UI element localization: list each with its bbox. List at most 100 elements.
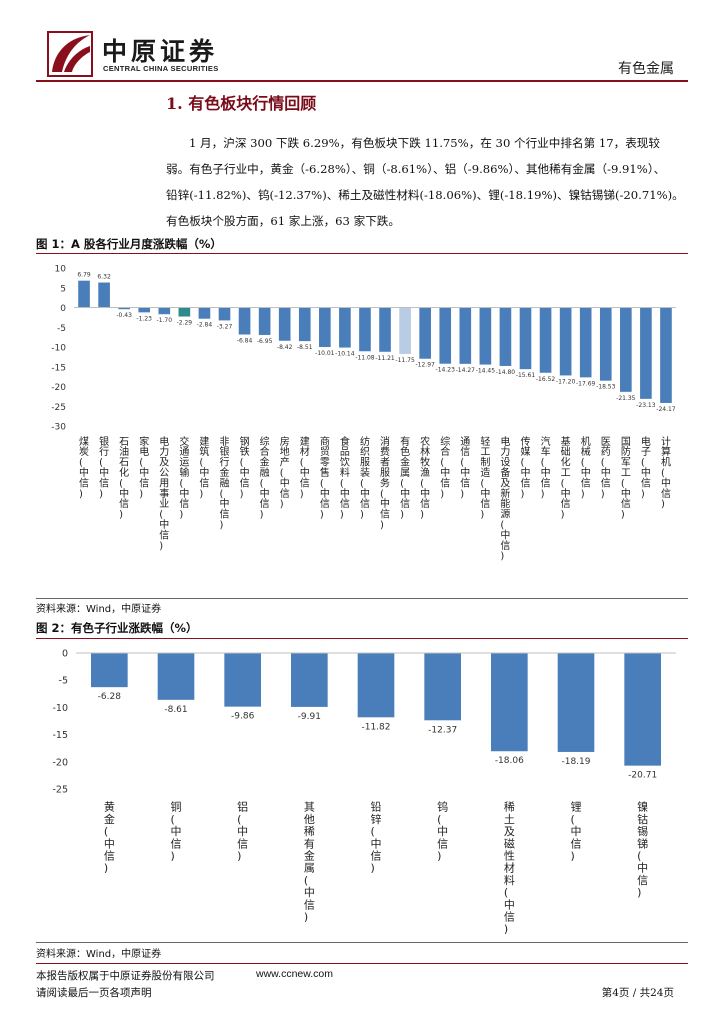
- data-label: -1.70: [157, 317, 173, 324]
- category-label: 食品饮料(中信): [340, 435, 350, 521]
- category-label: 商贸零售(中信): [320, 435, 330, 521]
- industry-monthly-change-chart: 10 5 0 -5 -10 -15 -20 -25 -30 6.79 煤炭(中信) 6.32 银行(中信…: [51, 265, 676, 562]
- category-label: 通信(中信): [460, 436, 470, 500]
- y-tick-label: -5: [57, 324, 66, 334]
- bar: [91, 653, 128, 688]
- bar: [178, 307, 191, 317]
- bar: [359, 307, 371, 352]
- bar: [557, 653, 595, 752]
- y-tick-label: -5: [59, 676, 68, 687]
- data-label: -14.27: [456, 367, 476, 374]
- data-label: -0.43: [116, 312, 132, 319]
- header-divider: [36, 80, 688, 82]
- category-label: 黄金(中信): [104, 800, 115, 875]
- bar: [424, 653, 461, 721]
- y-tick-label: -20: [52, 757, 68, 768]
- bar: [278, 307, 291, 341]
- bar: [98, 282, 110, 308]
- bar: [138, 307, 151, 313]
- category-label: 农林牧渔(中信): [420, 435, 430, 521]
- category-label: 汽车(中信): [541, 435, 551, 500]
- bar: [539, 307, 552, 373]
- category-label: 银行(中信): [99, 435, 109, 500]
- data-label: -1.23: [136, 315, 152, 322]
- data-label: -8.61: [164, 705, 187, 715]
- figure2-title: 图 2：有色子行业涨跌幅（%）: [36, 621, 198, 635]
- category-label: 铝(中信): [237, 800, 248, 863]
- y-tick-label: 0: [62, 649, 68, 660]
- footer-divider: [36, 963, 688, 964]
- category-label: 基础化工(中信): [561, 435, 571, 521]
- bar: [419, 307, 431, 359]
- y-tick-label: 10: [55, 265, 67, 275]
- data-label: -18.06: [495, 756, 524, 766]
- category-label: 建筑(中信): [199, 435, 209, 500]
- figure1-title: 图 1：A 股各行业月度涨跌幅（%）: [36, 237, 222, 251]
- data-label: -23.13: [636, 402, 656, 409]
- data-label: -12.97: [415, 362, 435, 369]
- data-label: -24.17: [656, 406, 676, 413]
- intro-line: 有色板块个股方面，61 家上涨，63 家下跌。: [166, 214, 400, 228]
- bar: [157, 653, 195, 700]
- data-label: -11.21: [375, 355, 395, 362]
- bar: [660, 307, 672, 403]
- intro-line: 弱。有色子行业中，黄金（-6.28%）、铜（-8.61%）、铝（-9.86%）、…: [166, 162, 666, 176]
- bar: [459, 307, 472, 364]
- bar: [158, 307, 171, 315]
- data-label: -6.95: [257, 338, 273, 345]
- logo-mark-icon: [47, 31, 93, 77]
- logo-text-cn: 中原证券: [102, 37, 219, 66]
- category-label: 传媒(中信): [521, 436, 531, 500]
- category-label: 机械(中信): [581, 435, 591, 500]
- category-label: 医药(中信): [601, 436, 611, 500]
- y-tick-label: -25: [52, 785, 68, 796]
- category-label: 钨(中信): [437, 801, 448, 863]
- category-label: 电子(中信): [641, 435, 651, 500]
- y-tick-label: 0: [60, 304, 66, 314]
- bar: [559, 307, 572, 376]
- bar: [599, 307, 612, 381]
- category-label: 铜(中信): [171, 800, 182, 863]
- category-label: 建材(中信): [300, 435, 310, 500]
- category-label: 消费者服务(中信): [380, 435, 390, 531]
- footer-website-link[interactable]: www.ccnew.com: [256, 968, 334, 980]
- data-label: -14.45: [476, 368, 496, 375]
- footer-page-number: 第4页 / 共24页: [601, 987, 674, 999]
- bar: [499, 307, 512, 366]
- company-logo: 中原证券 CENTRAL CHINA SECURITIES: [46, 30, 236, 78]
- bar: [479, 307, 492, 365]
- bar: [439, 307, 452, 364]
- data-label: -10.14: [335, 351, 355, 358]
- data-label: -6.28: [98, 692, 122, 702]
- bar: [78, 280, 90, 308]
- data-label: -20.71: [628, 771, 657, 781]
- category-label: 电力设备及新能源(中信): [500, 435, 510, 562]
- category-label: 房地产(中信): [280, 435, 290, 510]
- y-tick-label: -10: [52, 703, 68, 714]
- bar: [491, 653, 528, 752]
- bar: [339, 307, 351, 348]
- data-label: -17.20: [556, 378, 576, 385]
- category-label: 纺织服装(中信): [360, 435, 370, 521]
- y-tick-label: -15: [52, 730, 68, 741]
- data-label: 6.32: [97, 274, 111, 281]
- data-label: -2.84: [197, 322, 213, 329]
- data-label: -17.69: [576, 380, 596, 387]
- bar: [579, 307, 592, 378]
- data-label: -10.01: [315, 350, 335, 357]
- y-tick-label: -10: [51, 344, 66, 354]
- data-label: -21.35: [616, 395, 636, 402]
- bar: [291, 653, 328, 707]
- figure2-bottom-rule: [36, 942, 688, 943]
- category-label: 石油石化(中信): [119, 437, 129, 521]
- bar: [258, 307, 271, 335]
- data-label: -11.75: [395, 357, 415, 364]
- category-label: 钢铁(中信): [240, 435, 250, 500]
- category-label: 电力及公用事业(中信): [159, 435, 169, 552]
- figure1-source: 资料来源：Wind，中原证券: [36, 604, 162, 615]
- bar: [218, 307, 231, 321]
- category-label: 交通运输(中信): [179, 435, 189, 521]
- bar: [620, 307, 632, 392]
- data-label: -8.51: [297, 344, 313, 351]
- data-label: -2.29: [177, 320, 193, 327]
